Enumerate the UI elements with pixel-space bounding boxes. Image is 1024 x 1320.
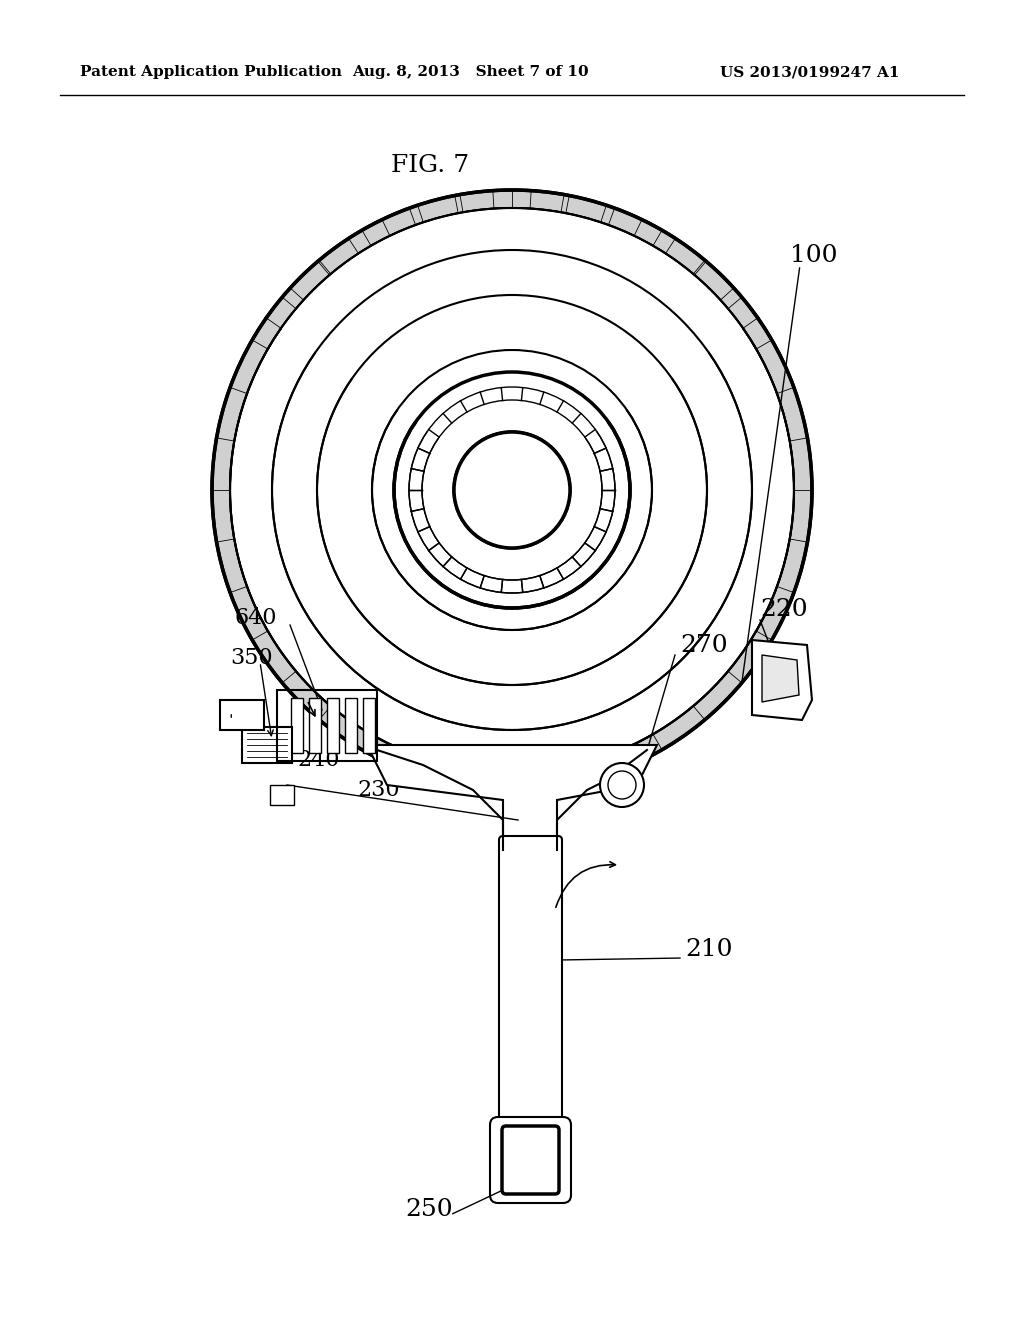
Wedge shape [282,209,742,490]
Circle shape [454,432,570,548]
Circle shape [600,763,644,807]
Bar [345,698,357,752]
Bar [327,698,339,752]
FancyBboxPatch shape [499,836,562,1139]
Text: Aug. 8, 2013   Sheet 7 of 10: Aug. 8, 2013 Sheet 7 of 10 [351,65,589,79]
Polygon shape [752,640,812,719]
Text: 210: 210 [685,939,732,961]
Bar [291,698,303,752]
Bar [220,700,264,730]
Polygon shape [367,744,657,845]
Text: 240: 240 [297,748,340,771]
Polygon shape [762,655,799,702]
Text: 300: 300 [220,700,263,721]
Text: 640: 640 [234,607,278,630]
Text: Patent Application Publication: Patent Application Publication [80,65,342,79]
FancyBboxPatch shape [502,1126,559,1195]
Text: FIG. 7: FIG. 7 [391,153,469,177]
FancyBboxPatch shape [490,1117,571,1203]
Bar [270,785,294,805]
Text: 350: 350 [230,647,272,669]
Text: 220: 220 [760,598,808,622]
Circle shape [454,432,570,548]
Bar [309,698,321,752]
Text: 250: 250 [406,1199,453,1221]
Text: 100: 100 [790,243,838,267]
Bar [278,690,377,762]
Bar [362,698,375,752]
Bar [242,727,292,763]
Text: 270: 270 [680,634,728,656]
Text: 230: 230 [357,779,399,801]
Text: US 2013/0199247 A1: US 2013/0199247 A1 [720,65,899,79]
